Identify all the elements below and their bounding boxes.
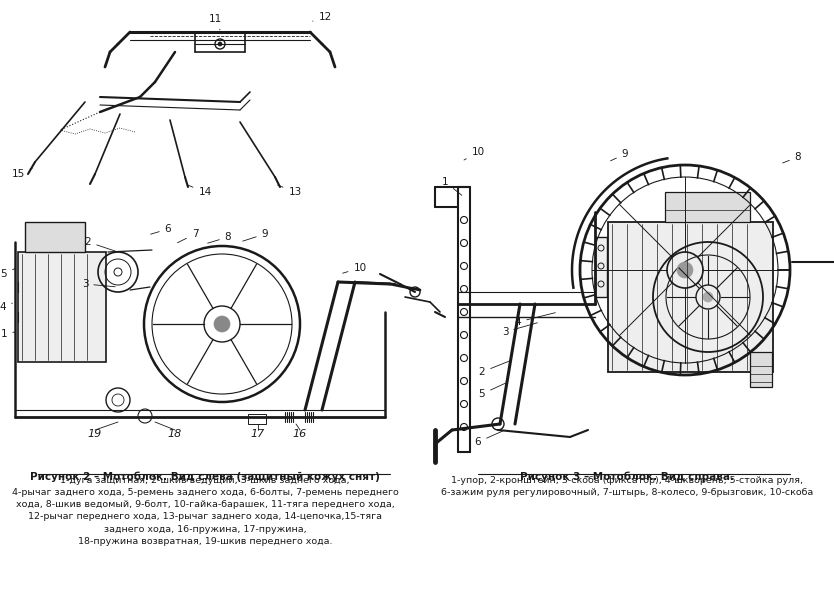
Text: 8: 8 — [208, 232, 231, 243]
FancyBboxPatch shape — [25, 222, 85, 252]
Text: 3: 3 — [502, 323, 537, 337]
Text: 13: 13 — [278, 185, 302, 197]
Text: Рисунок 3 – Мотоблок. Вид справа.: Рисунок 3 – Мотоблок. Вид справа. — [520, 472, 734, 482]
Text: 7: 7 — [178, 229, 198, 243]
Text: 5: 5 — [479, 383, 505, 399]
Text: 12: 12 — [313, 12, 332, 22]
Text: 2: 2 — [85, 237, 115, 251]
Text: 9: 9 — [610, 149, 628, 161]
Text: 1: 1 — [442, 177, 462, 195]
Text: 10: 10 — [464, 147, 485, 160]
Text: 7: 7 — [0, 591, 1, 592]
FancyBboxPatch shape — [665, 192, 750, 222]
Text: 1-дуга защитная, 2-шкив ведущий, 3-шкив заднего хода,
4-рычаг заднего хода, 5-ре: 1-дуга защитная, 2-шкив ведущий, 3-шкив … — [12, 476, 399, 546]
Text: 10: 10 — [343, 263, 367, 273]
Text: 11: 11 — [208, 14, 222, 30]
Text: 2: 2 — [479, 361, 510, 377]
Text: 9: 9 — [243, 229, 269, 241]
Text: 8: 8 — [782, 152, 801, 163]
Text: 14: 14 — [188, 185, 212, 197]
Circle shape — [218, 42, 222, 46]
FancyBboxPatch shape — [18, 252, 106, 362]
Text: Рисунок 2 – Мотоблок. Вид слева (защитный кожух снят): Рисунок 2 – Мотоблок. Вид слева (защитны… — [30, 472, 380, 482]
FancyBboxPatch shape — [750, 352, 772, 387]
Text: 1: 1 — [1, 329, 15, 339]
Text: 6: 6 — [151, 224, 171, 234]
Text: 4: 4 — [515, 313, 555, 327]
Circle shape — [214, 316, 230, 332]
Text: 19: 19 — [88, 429, 102, 439]
Text: 3: 3 — [82, 279, 115, 289]
Text: 17: 17 — [251, 429, 265, 439]
Circle shape — [703, 292, 713, 302]
Text: 16: 16 — [293, 429, 307, 439]
Text: 15: 15 — [12, 168, 33, 179]
FancyBboxPatch shape — [595, 237, 607, 297]
Circle shape — [677, 262, 693, 278]
Text: 1-упор, 2-кронштейн, 3-скоба (фиксатор), 4-шкворень, 5-стойка руля,
6-зажим руля: 1-упор, 2-кронштейн, 3-скоба (фиксатор),… — [441, 476, 813, 497]
Text: 5: 5 — [1, 268, 16, 279]
Text: 6: 6 — [475, 431, 502, 447]
Text: 4: 4 — [0, 302, 13, 312]
FancyBboxPatch shape — [608, 222, 773, 372]
Text: 18: 18 — [168, 429, 182, 439]
